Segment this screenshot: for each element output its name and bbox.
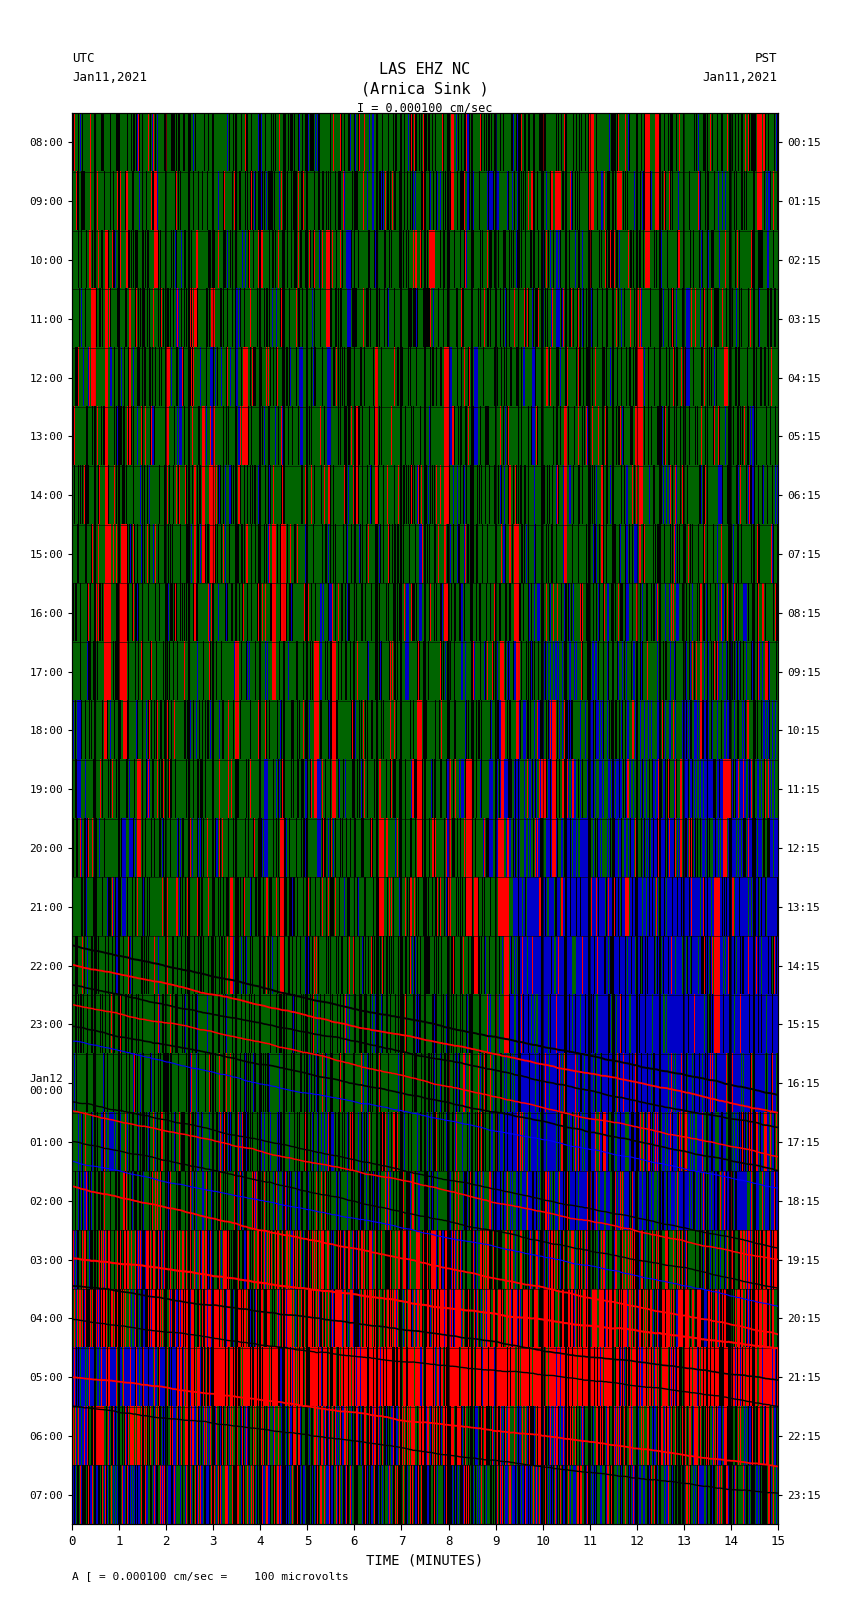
Text: PST: PST (756, 52, 778, 65)
Text: UTC: UTC (72, 52, 94, 65)
Text: A [ = 0.000100 cm/sec =    100 microvolts: A [ = 0.000100 cm/sec = 100 microvolts (72, 1571, 349, 1581)
Text: (Arnica Sink ): (Arnica Sink ) (361, 82, 489, 97)
X-axis label: TIME (MINUTES): TIME (MINUTES) (366, 1553, 484, 1568)
Text: LAS EHZ NC: LAS EHZ NC (379, 63, 471, 77)
Text: Jan11,2021: Jan11,2021 (703, 71, 778, 84)
Text: I = 0.000100 cm/sec: I = 0.000100 cm/sec (357, 102, 493, 115)
Text: Jan11,2021: Jan11,2021 (72, 71, 147, 84)
